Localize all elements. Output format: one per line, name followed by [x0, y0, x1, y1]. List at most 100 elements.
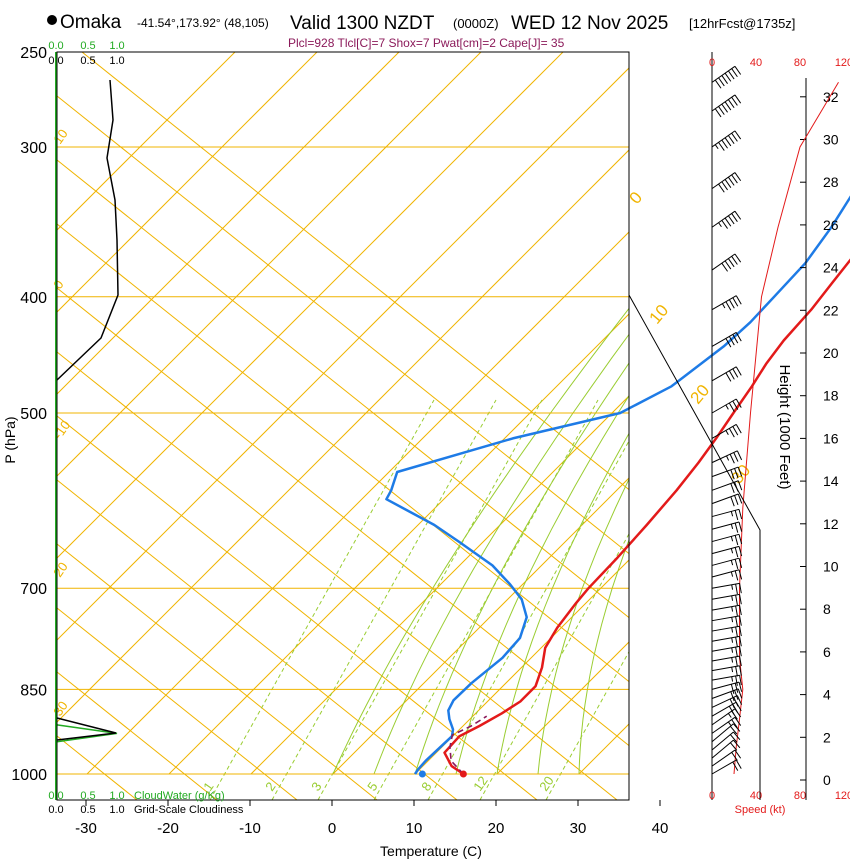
wind-barb: [711, 521, 743, 533]
wind-barb-half-flag: [730, 548, 734, 554]
x-tick-label: 10: [406, 820, 423, 837]
cloudwater-top-tick: 0.0: [48, 40, 63, 52]
wind-barb: [711, 674, 742, 686]
isotherm-line: [57, 52, 318, 313]
wind-barb: [711, 749, 742, 767]
height-axis-title: Height (1000 Feet): [776, 364, 793, 489]
wind-barb: [711, 450, 743, 464]
dry-adiabat-line: [57, 543, 378, 800]
wind-barb-staff: [711, 655, 740, 662]
wind-barb-flag: [727, 99, 735, 109]
theta-e-label: 20: [687, 381, 714, 408]
moist-adiabat-line: [455, 394, 629, 775]
wind-barb: [711, 557, 743, 570]
wind-barb: [711, 604, 742, 616]
wind-barb-flag: [724, 260, 732, 270]
wind-barb-staff: [711, 716, 736, 734]
cloudwater-bottom-tick: 1.0: [109, 790, 124, 802]
valid-utc: (0000Z): [453, 16, 499, 31]
cross-section-boundary: [628, 294, 761, 800]
humidity-profile-line: [56, 79, 119, 381]
wind-barb-flag: [730, 691, 735, 702]
chart-grid: 1 2 3 5 8 12 2025030040050070085010003020-1001…: [11, 40, 850, 837]
wind-barb-flag: [734, 683, 739, 693]
wind-barb-flag: [714, 108, 722, 118]
wind-barb-flag: [735, 636, 738, 648]
wind-barb-staff: [711, 635, 740, 642]
wind-barb: [711, 65, 742, 89]
dry-adiabat-line: [57, 159, 629, 619]
pressure-tick-label: 400: [20, 290, 47, 307]
speed-top-tick: 120: [835, 57, 850, 69]
cloudwater-profile: [56, 724, 118, 743]
wind-barb: [711, 493, 743, 507]
wind-barb-flag: [738, 521, 743, 532]
mixing-ratio-label: 12: [470, 773, 491, 793]
wind-barb-flag: [725, 338, 732, 348]
wind-barb: [711, 681, 743, 694]
wind-barb-flag: [732, 334, 739, 344]
wind-barb-half-flag: [731, 647, 734, 653]
wind-barb-flag: [728, 336, 735, 346]
speed-top-tick: 0: [709, 57, 715, 69]
wind-barb-flag: [728, 705, 735, 716]
pressure-tick-label: 250: [20, 45, 47, 62]
wind-barb-flag: [733, 697, 739, 707]
x-axis-title: Temperature (C): [380, 843, 482, 859]
wind-barb: [711, 210, 742, 229]
wind-barb-staff: [711, 466, 739, 478]
wind-barb-flag: [732, 400, 739, 410]
wind-barb-staff: [711, 130, 736, 148]
wind-barb-flag: [735, 295, 742, 305]
wind-barb: [711, 593, 742, 606]
wind-barb: [711, 253, 742, 272]
x-tick-label: 20: [488, 820, 505, 837]
wind-barb-half-flag: [714, 144, 719, 150]
wind-barb-flag: [730, 734, 738, 743]
mixing-ratio-label: 8: [418, 779, 434, 794]
wind-barb-flag: [738, 681, 743, 692]
isotherm-line: [57, 52, 400, 395]
wind-barb: [711, 331, 742, 348]
wind-barb-flag: [718, 77, 725, 87]
moist-adiabat-line: [537, 478, 629, 775]
wind-barb-flag: [724, 137, 732, 147]
wind-barb-half-flag: [718, 222, 722, 228]
x-tick-label: -10: [239, 820, 261, 837]
wind-barb: [711, 545, 743, 558]
wind-barb-flag: [739, 636, 742, 647]
wind-barb-flag: [731, 132, 738, 142]
dry-adiabat-line: [57, 479, 458, 800]
wind-barb-flag: [734, 559, 739, 570]
isotherm-line: [825, 52, 850, 774]
wind-barb-flag: [718, 183, 725, 193]
wind-barb-flag: [737, 688, 743, 699]
wind-barb-flag: [733, 739, 741, 749]
wind-barb-flag: [727, 176, 735, 186]
dry-adiabat-line: [57, 415, 538, 800]
height-tick-label: 32: [823, 89, 839, 105]
wind-barb-half-flag: [731, 595, 734, 601]
wind-barb-half-flag: [721, 303, 726, 309]
height-tick-label: 30: [823, 132, 839, 148]
wind-barb: [711, 582, 742, 595]
cloudwater-top-tick: 0.5: [80, 40, 95, 52]
wind-barb-staff: [711, 723, 734, 743]
chart-series: [56, 79, 850, 778]
wind-barb-half-flag: [731, 676, 734, 682]
pressure-tick-label: 850: [20, 682, 47, 699]
wind-barb-staff: [711, 681, 740, 690]
x-tick-label: -30: [75, 820, 97, 837]
speed-top-tick: 80: [794, 57, 806, 69]
wind-barb-staff: [711, 398, 737, 414]
wind-barb: [711, 739, 741, 759]
speed-bottom-tick: 0: [709, 790, 715, 802]
wind-barb-flag: [732, 761, 739, 771]
dry-adiabat-line: [57, 223, 629, 683]
wind-barb-flag: [737, 480, 743, 491]
wind-barb: [711, 716, 742, 734]
wind-barb: [711, 172, 742, 193]
wind-barb-staff: [711, 493, 739, 505]
wind-barb-staff: [711, 739, 734, 759]
wind-barb-staff: [711, 604, 740, 611]
